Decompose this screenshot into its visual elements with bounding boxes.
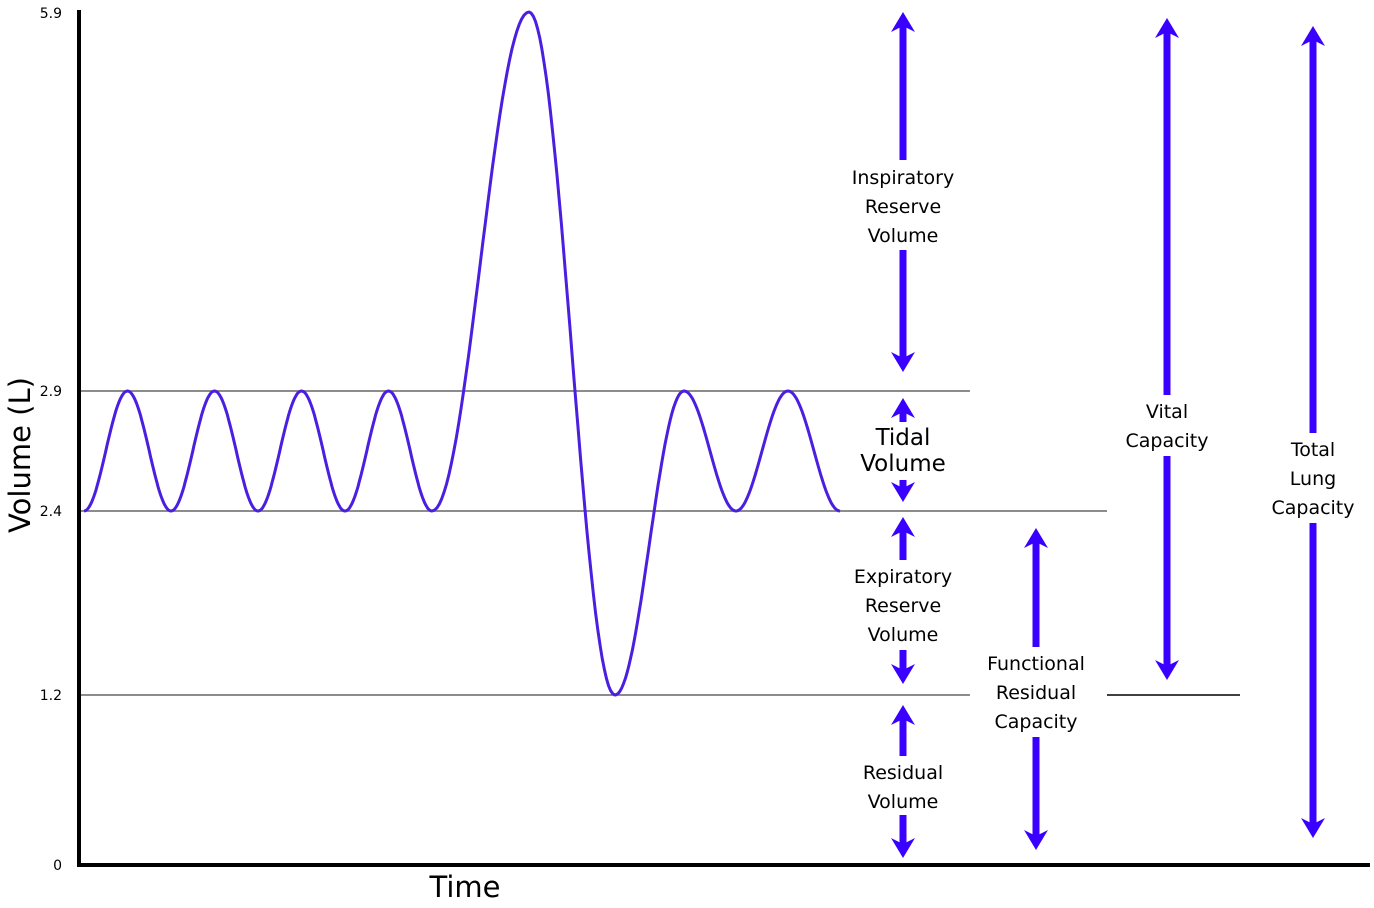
- expiratory-reserve-volume-arrow-head-down: [891, 664, 915, 684]
- vital-capacity-label: Vital: [1146, 401, 1188, 423]
- total-lung-capacity-arrow-head-down: [1301, 818, 1325, 838]
- tidal-volume-label: Tidal: [875, 425, 931, 451]
- tidal-volume-label: Volume: [860, 451, 946, 477]
- volume-trace-layer: [83, 10, 841, 697]
- functional-residual-capacity-label: Residual: [996, 682, 1076, 704]
- inspiratory-reserve-volume-arrow-head-up: [891, 12, 915, 32]
- y-tick-label: 5.9: [40, 6, 62, 22]
- segment-labels: InspiratoryReserveVolumeTidalVolumeExpir…: [852, 167, 1355, 813]
- expiratory-reserve-volume-label: Volume: [868, 624, 939, 646]
- total-lung-capacity-label: Lung: [1290, 468, 1336, 490]
- y-tick-label: 1.2: [40, 688, 62, 704]
- tidal-volume-arrow-head-down: [891, 482, 915, 502]
- functional-residual-capacity-arrow-head-down: [1024, 830, 1048, 850]
- functional-residual-capacity-label: Functional: [987, 653, 1085, 675]
- total-lung-capacity-label: Total: [1290, 439, 1335, 461]
- x-axis-title: Time: [429, 870, 501, 904]
- y-tick-label: 0: [53, 858, 62, 874]
- vital-capacity-arrow-head-down: [1155, 660, 1179, 680]
- expiratory-reserve-volume-label: Expiratory: [854, 566, 952, 588]
- residual-volume-label: Residual: [863, 762, 943, 784]
- total-lung-capacity-arrow-head-up: [1301, 26, 1325, 46]
- volume-trace: [83, 10, 841, 697]
- y-tick-label: 2.4: [40, 504, 62, 520]
- functional-residual-capacity-label: Capacity: [994, 711, 1077, 733]
- inspiratory-reserve-volume-label: Volume: [868, 225, 939, 247]
- inspiratory-reserve-volume-label: Inspiratory: [852, 167, 954, 189]
- residual-volume-arrow-head-up: [891, 705, 915, 725]
- residual-volume-label: Volume: [868, 791, 939, 813]
- tidal-volume-arrow-head-up: [891, 398, 915, 418]
- y-axis-title: Volume (L): [3, 377, 37, 533]
- axes: 0 1.2 2.4 2.9 5.9 Volume (L) Time: [3, 6, 1370, 904]
- inspiratory-reserve-volume-arrow-head-down: [891, 352, 915, 372]
- vital-capacity-label: Capacity: [1125, 430, 1208, 452]
- functional-residual-capacity-arrow-head-up: [1024, 528, 1048, 548]
- expiratory-reserve-volume-label: Reserve: [865, 595, 941, 617]
- residual-volume-arrow-head-down: [891, 838, 915, 858]
- total-lung-capacity-label: Capacity: [1271, 497, 1354, 519]
- reference-lines: [79, 390, 1240, 696]
- vital-capacity-arrow-head-up: [1155, 18, 1179, 38]
- expiratory-reserve-volume-arrow-head-up: [891, 517, 915, 537]
- inspiratory-reserve-volume-label: Reserve: [865, 196, 941, 218]
- segment-arrows: [891, 12, 1325, 858]
- y-tick-label: 2.9: [40, 384, 62, 400]
